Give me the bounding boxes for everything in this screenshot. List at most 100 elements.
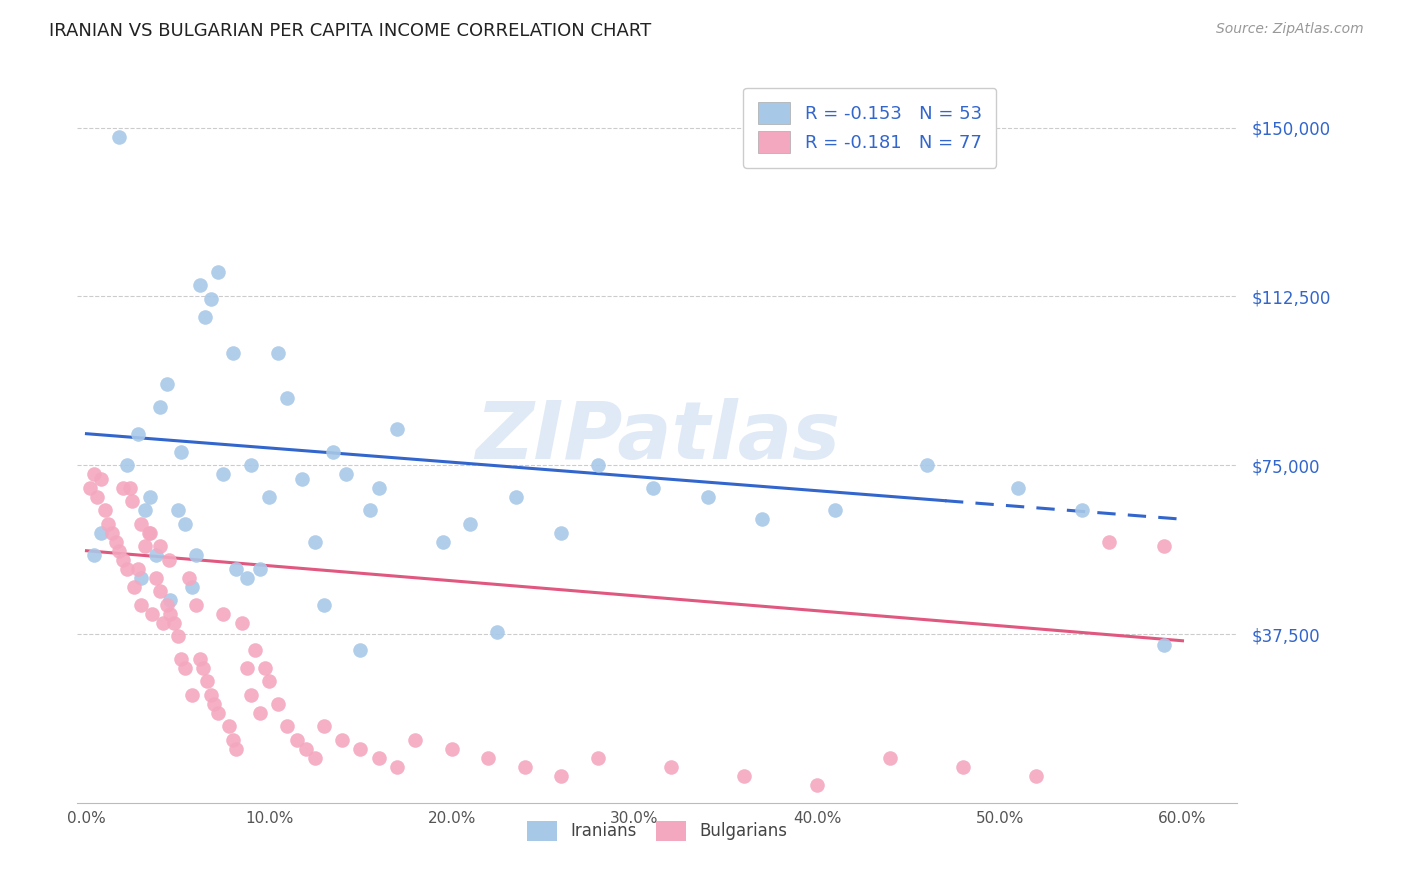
Point <box>696 490 718 504</box>
Point <box>108 129 131 144</box>
Point <box>115 458 138 473</box>
Point <box>267 345 290 359</box>
Point <box>127 426 149 441</box>
Point <box>249 562 271 576</box>
Point <box>257 490 280 504</box>
Point <box>304 534 326 549</box>
Point <box>751 512 773 526</box>
Point <box>294 741 316 756</box>
Point <box>349 642 371 657</box>
Point <box>200 292 222 306</box>
Point <box>181 580 204 594</box>
Point <box>1071 503 1094 517</box>
Point <box>194 310 217 324</box>
Point <box>404 732 426 747</box>
Point <box>90 525 112 540</box>
Point <box>641 481 664 495</box>
Point <box>127 562 149 576</box>
Point <box>170 652 193 666</box>
Point <box>806 778 828 792</box>
Point <box>550 525 572 540</box>
Point <box>111 553 134 567</box>
Point <box>221 345 243 359</box>
Point <box>166 629 188 643</box>
Point <box>129 598 152 612</box>
Point <box>239 458 262 473</box>
Point <box>174 661 197 675</box>
Point <box>659 760 682 774</box>
Point <box>129 571 152 585</box>
Point <box>188 278 211 293</box>
Point <box>432 534 454 549</box>
Point <box>97 516 120 531</box>
Point <box>254 661 277 675</box>
Point <box>359 503 381 517</box>
Point <box>312 598 335 612</box>
Point <box>193 661 215 675</box>
Point <box>304 751 326 765</box>
Point <box>586 458 609 473</box>
Point <box>195 674 218 689</box>
Point <box>181 688 204 702</box>
Point <box>440 741 463 756</box>
Point <box>385 760 408 774</box>
Point <box>1153 638 1175 652</box>
Point <box>239 688 262 702</box>
Text: Source: ZipAtlas.com: Source: ZipAtlas.com <box>1216 22 1364 37</box>
Point <box>122 580 145 594</box>
Point <box>174 516 197 531</box>
Point <box>486 624 509 639</box>
Point <box>83 467 105 482</box>
Point <box>148 400 170 414</box>
Point <box>212 467 235 482</box>
Point <box>267 697 290 711</box>
Point <box>166 503 188 517</box>
Point <box>148 584 170 599</box>
Point <box>159 607 181 621</box>
Point <box>915 458 938 473</box>
Point <box>458 516 481 531</box>
Point <box>249 706 271 720</box>
Point <box>156 598 179 612</box>
Point <box>312 719 335 733</box>
Point <box>90 472 112 486</box>
Point <box>1007 481 1029 495</box>
Point <box>145 548 167 562</box>
Point <box>236 661 259 675</box>
Point <box>159 593 181 607</box>
Point <box>139 525 162 540</box>
Point <box>139 490 162 504</box>
Point <box>221 732 243 747</box>
Point <box>207 265 229 279</box>
Point <box>145 571 167 585</box>
Point <box>586 751 609 765</box>
Point <box>285 732 308 747</box>
Point <box>184 598 207 612</box>
Point <box>141 607 163 621</box>
Point <box>1098 534 1121 549</box>
Point <box>824 503 846 517</box>
Point <box>79 481 101 495</box>
Point <box>202 697 225 711</box>
Point <box>134 539 156 553</box>
Point <box>1025 769 1047 783</box>
Point <box>231 615 253 630</box>
Point <box>156 377 179 392</box>
Point <box>367 751 389 765</box>
Text: IRANIAN VS BULGARIAN PER CAPITA INCOME CORRELATION CHART: IRANIAN VS BULGARIAN PER CAPITA INCOME C… <box>49 22 651 40</box>
Point <box>177 571 200 585</box>
Point <box>218 719 240 733</box>
Point <box>367 481 389 495</box>
Point <box>733 769 755 783</box>
Point <box>86 490 108 504</box>
Point <box>111 481 134 495</box>
Point <box>83 548 105 562</box>
Point <box>108 543 131 558</box>
Point <box>291 472 314 486</box>
Point <box>212 607 235 621</box>
Point <box>129 516 152 531</box>
Point <box>184 548 207 562</box>
Point <box>349 741 371 756</box>
Point <box>879 751 901 765</box>
Point <box>225 741 247 756</box>
